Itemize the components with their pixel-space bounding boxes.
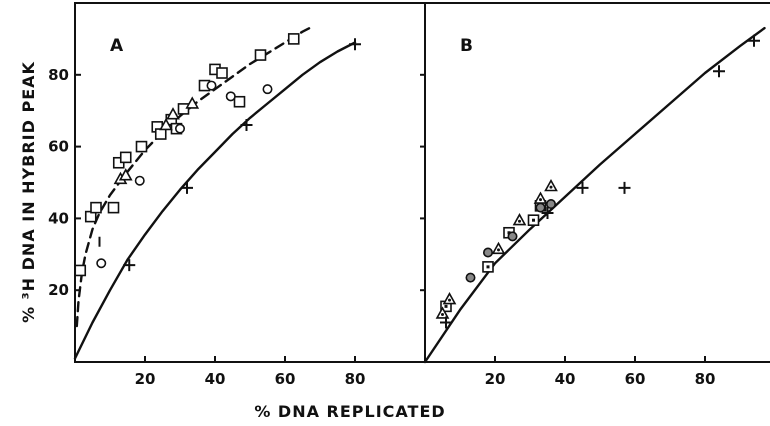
panel-b-triangle-point	[491, 241, 506, 255]
panel-a-x-tick-label: 80	[345, 370, 366, 388]
panel-a-triangle-point	[159, 117, 173, 131]
panel-label-a: A	[110, 36, 124, 56]
panel-a-triangle-point	[118, 168, 133, 181]
panel-a-y-tick-label: 60	[48, 138, 69, 156]
panel-a-circle-point	[206, 80, 217, 91]
panel-b-plus-point	[541, 207, 554, 220]
panel-b-triangle-point-dot	[441, 313, 444, 317]
panel-a-solid-curve	[73, 41, 357, 360]
panel-b-x-tick-label: 20	[485, 370, 506, 388]
panel-label-b: B	[460, 36, 473, 56]
panel-b-plus-point	[748, 34, 760, 47]
panel-b-frame	[424, 2, 770, 363]
panel-a-square-point	[90, 201, 102, 214]
panel-b-triangle-point-dot	[497, 248, 500, 252]
panel-b-x-tick-label: 80	[695, 370, 716, 388]
panel-a-square-point	[233, 95, 246, 108]
panel-a-circle-point	[225, 91, 236, 102]
panel-b-circle-point	[545, 199, 556, 210]
panel-a-y-tick-label: 40	[48, 209, 69, 227]
panel-a-triangle-point	[185, 96, 200, 109]
panel-a-square-point	[216, 67, 228, 79]
panel-b-plus-point	[713, 65, 725, 78]
panel-a-circle-point	[262, 84, 273, 95]
panel-b-plus-point	[440, 316, 452, 329]
panel-a-circle-point	[96, 258, 107, 269]
panel-a-plus-point	[349, 38, 361, 51]
panel-b-circle-point	[507, 231, 518, 242]
x-axis-title: % DNA REPLICATED	[254, 402, 445, 421]
panel-a-y-tick-label: 20	[48, 281, 69, 299]
panel-b-triangle-point-dot	[518, 219, 521, 223]
panel-b-circle-point	[482, 247, 493, 258]
panel-a-square-point	[287, 33, 300, 45]
panel-a-square-point	[154, 128, 167, 140]
panel-b-x-tick-label: 40	[555, 370, 576, 388]
panel-b-circle-point	[465, 272, 476, 283]
panel-a-square-point	[74, 264, 87, 277]
panel-a-x-tick-label: 40	[205, 370, 226, 388]
panel-a-dashed-curve	[75, 26, 311, 328]
panel-b-square-point-dot	[532, 218, 535, 222]
panel-a-plus-point	[181, 181, 193, 194]
y-axis-title: % ³H DNA IN HYBRID PEAK	[19, 61, 38, 323]
panel-b-square-point-dot	[507, 231, 511, 235]
panel-b-solid-curve	[423, 26, 766, 364]
panel-a-square-point	[135, 140, 148, 153]
panel-a-triangle-point	[166, 107, 180, 120]
panel-a-square-point	[254, 49, 267, 61]
panel-b-square-point-dot	[444, 304, 448, 308]
panel-b-triangle-point-dot	[539, 198, 542, 202]
panel-b-triangle-point	[435, 306, 450, 319]
panel-b-square-point-dot	[486, 265, 490, 269]
panel-b-triangle-point-dot	[448, 298, 451, 302]
panel-a-square-point	[177, 103, 190, 115]
panel-a-x-tick-label: 20	[135, 370, 156, 388]
panel-a-circle-point	[134, 175, 145, 186]
panel-b-circle-point	[535, 202, 546, 213]
panel-b-plus-point	[576, 181, 589, 194]
panel-a-plus-point	[123, 259, 136, 272]
panel-b-triangle-point	[442, 292, 457, 305]
panel-a-square-point	[119, 151, 132, 164]
panel-a-frame	[74, 2, 426, 363]
panel-a-square-point	[107, 201, 120, 214]
panel-a: 20 40 60 80 20 40 60 80	[48, 2, 426, 388]
panel-b: 20 40 60 80	[423, 2, 770, 388]
panel-b-plus-point	[618, 181, 631, 194]
panel-a-x-tick-label: 60	[275, 370, 296, 388]
panel-a-plus-point	[240, 119, 253, 132]
panel-b-triangle-point	[544, 178, 558, 192]
panel-b-triangle-point-dot	[549, 185, 553, 189]
panel-b-triangle-point	[512, 213, 527, 226]
panel-a-y-tick-label: 80	[48, 66, 69, 84]
panel-b-x-tick-label: 60	[625, 370, 646, 388]
panel-b-triangle-point	[533, 191, 548, 204]
panel-a-circle-point	[175, 123, 186, 134]
